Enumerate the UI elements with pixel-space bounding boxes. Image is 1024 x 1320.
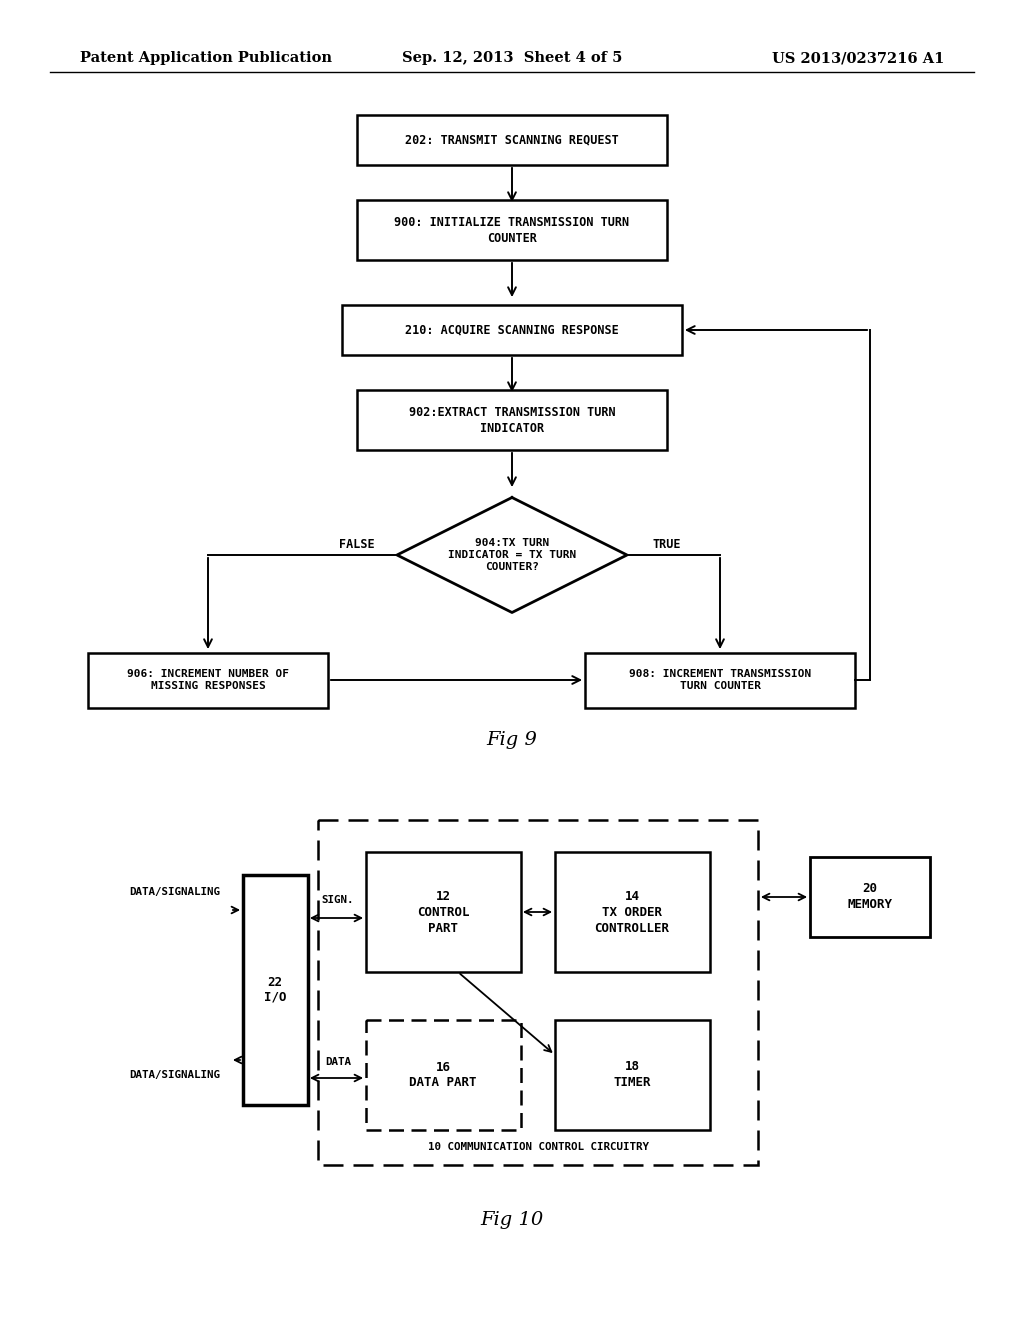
- Bar: [555, 851, 710, 972]
- Bar: [555, 1020, 710, 1130]
- Bar: [88, 652, 328, 708]
- Text: DATA/SIGNALING: DATA/SIGNALING: [129, 887, 220, 898]
- Bar: [342, 305, 682, 355]
- Text: 902:EXTRACT TRANSMISSION TURN
INDICATOR: 902:EXTRACT TRANSMISSION TURN INDICATOR: [409, 405, 615, 434]
- Text: 22
I/O: 22 I/O: [264, 975, 287, 1005]
- Text: 904:TX TURN
INDICATOR = TX TURN
COUNTER?: 904:TX TURN INDICATOR = TX TURN COUNTER?: [447, 537, 577, 573]
- Bar: [357, 115, 667, 165]
- Bar: [357, 201, 667, 260]
- Text: 16
DATA PART: 16 DATA PART: [410, 1061, 477, 1089]
- Bar: [810, 857, 930, 937]
- Bar: [243, 875, 307, 1105]
- Text: 202: TRANSMIT SCANNING REQUEST: 202: TRANSMIT SCANNING REQUEST: [406, 133, 618, 147]
- Text: TRUE: TRUE: [652, 539, 681, 552]
- Bar: [366, 851, 520, 972]
- Text: Sep. 12, 2013  Sheet 4 of 5: Sep. 12, 2013 Sheet 4 of 5: [401, 51, 623, 65]
- Text: DATA/SIGNALING: DATA/SIGNALING: [129, 1071, 220, 1080]
- Text: 210: ACQUIRE SCANNING RESPONSE: 210: ACQUIRE SCANNING RESPONSE: [406, 323, 618, 337]
- Text: Fig 9: Fig 9: [486, 731, 538, 748]
- Text: 14
TX ORDER
CONTROLLER: 14 TX ORDER CONTROLLER: [595, 890, 670, 935]
- Text: FALSE: FALSE: [339, 539, 375, 552]
- Bar: [366, 1020, 520, 1130]
- Text: 10 COMMUNICATION CONTROL CIRCUITRY: 10 COMMUNICATION CONTROL CIRCUITRY: [427, 1142, 648, 1152]
- Bar: [585, 652, 855, 708]
- Text: 12
CONTROL
PART: 12 CONTROL PART: [417, 890, 469, 935]
- Text: US 2013/0237216 A1: US 2013/0237216 A1: [772, 51, 944, 65]
- Text: Patent Application Publication: Patent Application Publication: [80, 51, 332, 65]
- Text: SIGN.: SIGN.: [322, 895, 354, 906]
- Text: DATA: DATA: [325, 1057, 351, 1067]
- Text: Fig 10: Fig 10: [480, 1210, 544, 1229]
- Bar: [318, 820, 758, 1166]
- Text: 908: INCREMENT TRANSMISSION
TURN COUNTER: 908: INCREMENT TRANSMISSION TURN COUNTER: [629, 669, 811, 692]
- Text: 18
TIMER: 18 TIMER: [613, 1060, 650, 1089]
- Bar: [357, 389, 667, 450]
- Text: 906: INCREMENT NUMBER OF
MISSING RESPONSES: 906: INCREMENT NUMBER OF MISSING RESPONS…: [127, 669, 289, 692]
- Text: 20
MEMORY: 20 MEMORY: [848, 883, 893, 912]
- Text: 900: INITIALIZE TRANSMISSION TURN
COUNTER: 900: INITIALIZE TRANSMISSION TURN COUNTE…: [394, 215, 630, 244]
